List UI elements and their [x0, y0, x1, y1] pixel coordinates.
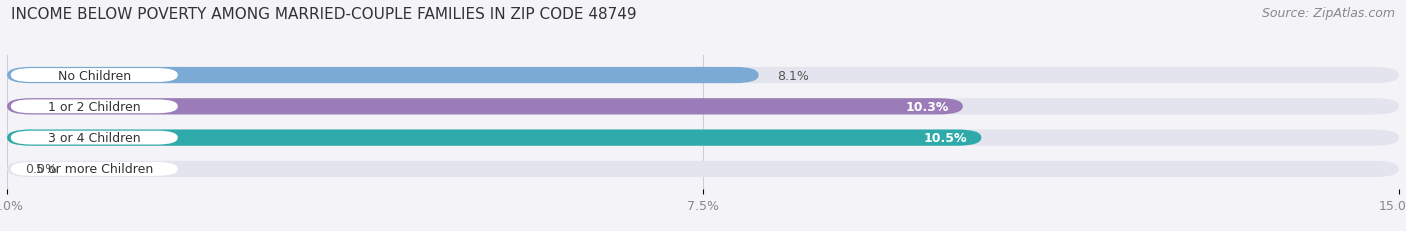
- FancyBboxPatch shape: [7, 99, 1399, 115]
- FancyBboxPatch shape: [11, 162, 177, 176]
- Text: 8.1%: 8.1%: [778, 69, 808, 82]
- Text: 10.3%: 10.3%: [905, 100, 949, 113]
- FancyBboxPatch shape: [11, 69, 177, 82]
- Text: 0.0%: 0.0%: [25, 163, 58, 176]
- FancyBboxPatch shape: [7, 161, 1399, 177]
- Text: No Children: No Children: [58, 69, 131, 82]
- FancyBboxPatch shape: [7, 130, 1399, 146]
- Text: 1 or 2 Children: 1 or 2 Children: [48, 100, 141, 113]
- FancyBboxPatch shape: [7, 99, 963, 115]
- FancyBboxPatch shape: [7, 68, 1399, 84]
- FancyBboxPatch shape: [7, 130, 981, 146]
- Text: INCOME BELOW POVERTY AMONG MARRIED-COUPLE FAMILIES IN ZIP CODE 48749: INCOME BELOW POVERTY AMONG MARRIED-COUPL…: [11, 7, 637, 22]
- Text: Source: ZipAtlas.com: Source: ZipAtlas.com: [1261, 7, 1395, 20]
- FancyBboxPatch shape: [11, 131, 177, 145]
- FancyBboxPatch shape: [7, 68, 759, 84]
- FancyBboxPatch shape: [11, 100, 177, 114]
- Text: 10.5%: 10.5%: [924, 131, 967, 144]
- Text: 3 or 4 Children: 3 or 4 Children: [48, 131, 141, 144]
- Text: 5 or more Children: 5 or more Children: [35, 163, 153, 176]
